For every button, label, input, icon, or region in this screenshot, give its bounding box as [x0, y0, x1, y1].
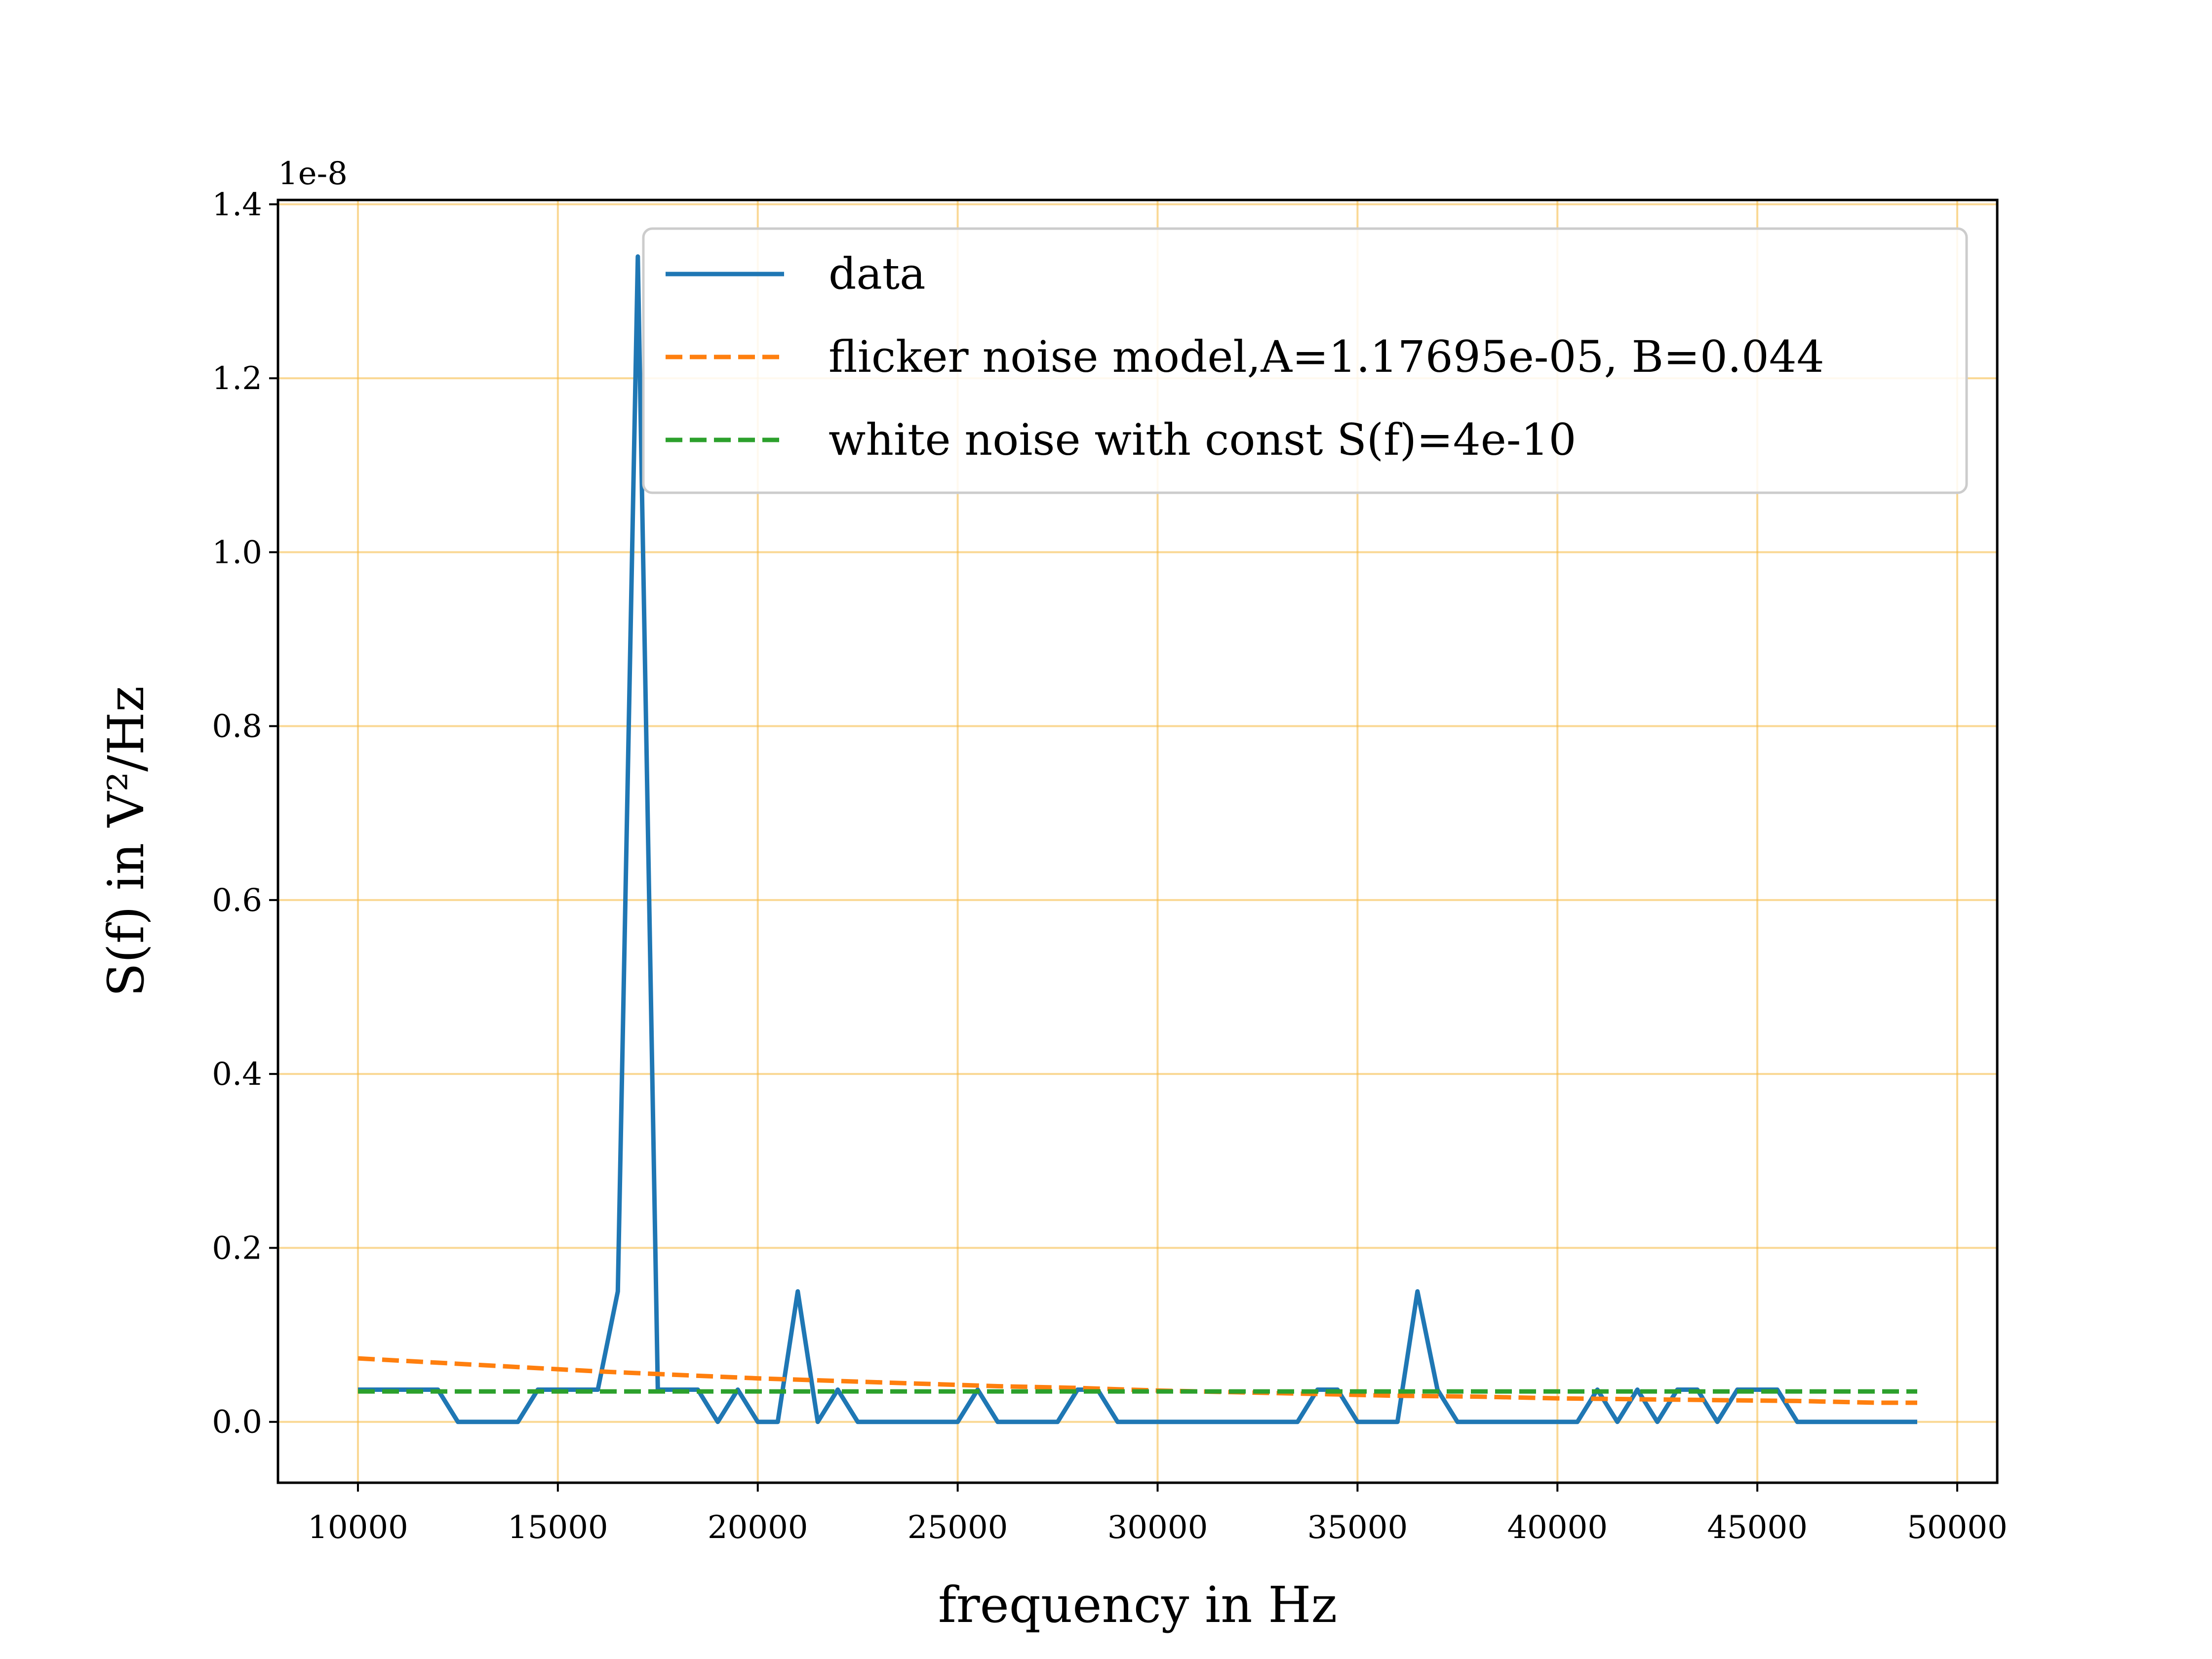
series-line	[358, 254, 1917, 1424]
y-tick-label: 0.2	[212, 1230, 262, 1266]
x-tick-label: 40000	[1507, 1509, 1608, 1546]
x-tick-label: 30000	[1107, 1509, 1208, 1546]
y-tick-label: 0.6	[212, 882, 262, 919]
series-layer	[357, 254, 1917, 1424]
x-axis-label: frequency in Hz	[938, 1576, 1337, 1634]
x-tick-label: 10000	[308, 1509, 408, 1546]
x-tick-label: 20000	[708, 1509, 808, 1546]
y-axis-label: S(f) in V²/Hz	[97, 686, 155, 996]
legend-label: flicker noise model,A=1.17695e-05, B=0.0…	[829, 331, 1824, 382]
x-tick-label: 15000	[508, 1509, 608, 1546]
x-tick-label: 50000	[1907, 1509, 2008, 1546]
legend-label: data	[829, 248, 926, 299]
legend: data flicker noise model,A=1.17695e-05, B…	[642, 227, 1968, 494]
y-tick-label: 1.4	[212, 187, 262, 223]
x-tick-label: 35000	[1307, 1509, 1408, 1546]
y-tick-label: 0.4	[212, 1056, 262, 1093]
plot-frame	[276, 198, 1999, 1484]
y-tick-label: 1.2	[212, 360, 262, 397]
y-offset-label: 1e-8	[278, 156, 348, 192]
ticks: 10000 15000 20000 25000 30000 35000 40000 45000…	[212, 187, 2008, 1546]
legend-box	[642, 227, 1968, 494]
y-tick-label: 1.0	[212, 534, 262, 571]
y-tick-label: 0.0	[212, 1404, 262, 1441]
legend-label: white noise with const S(f)=4e-10	[829, 414, 1577, 465]
x-tick-label: 25000	[908, 1509, 1008, 1546]
x-tick-label: 45000	[1707, 1509, 1808, 1546]
y-tick-label: 0.8	[212, 709, 262, 745]
